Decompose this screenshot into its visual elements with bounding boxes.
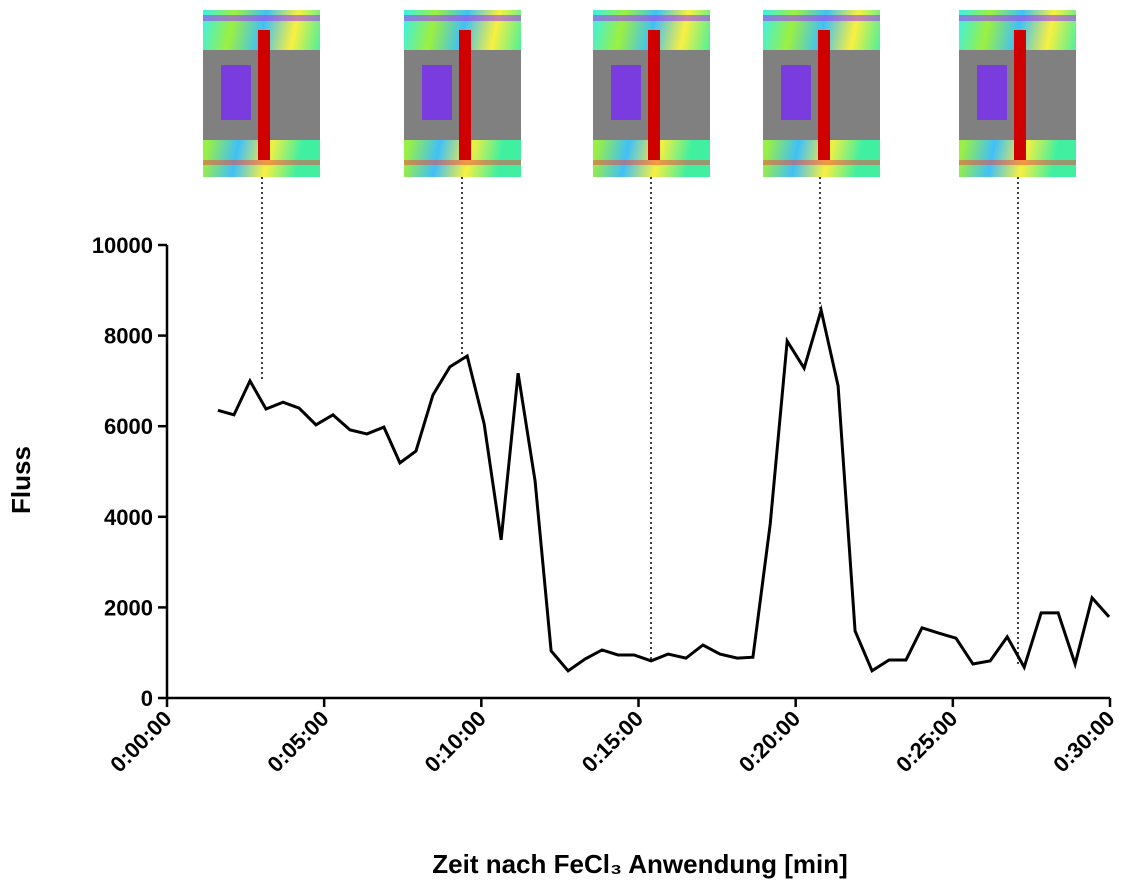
thumbnail xyxy=(203,10,320,177)
thumbnail xyxy=(593,10,710,177)
x-tick-label: 0:00:00 xyxy=(105,706,176,777)
y-tick-label: 2000 xyxy=(104,595,153,620)
x-tick-label: 0:10:00 xyxy=(420,706,491,777)
y-tick-label: 4000 xyxy=(104,505,153,530)
x-tick-label: 0:30:00 xyxy=(1048,706,1119,777)
chart: Fluss Zeit nach FeCl₃ Anwendung [min] 0 2… xyxy=(0,0,1124,890)
y-tick-label: 6000 xyxy=(104,414,153,439)
thumbnail xyxy=(959,10,1076,177)
x-tick-label: 0:05:00 xyxy=(262,706,333,777)
thumbnail xyxy=(763,10,880,177)
x-tick-label: 0:25:00 xyxy=(891,706,962,777)
data-line xyxy=(218,310,1109,671)
y-tick-label: 0 xyxy=(141,686,153,711)
y-tick-label: 8000 xyxy=(104,324,153,349)
y-axis-label: Fluss xyxy=(6,446,36,514)
thumbnail xyxy=(404,10,521,177)
connectors xyxy=(262,177,1018,667)
x-tick-label: 0:20:00 xyxy=(734,706,805,777)
x-tick-label: 0:15:00 xyxy=(577,706,648,777)
x-axis-label: Zeit nach FeCl₃ Anwendung [min] xyxy=(432,849,848,879)
y-tick-label: 10000 xyxy=(92,233,153,258)
